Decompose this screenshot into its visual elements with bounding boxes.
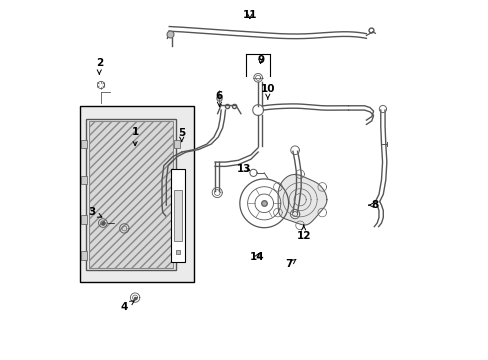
Text: 14: 14 <box>249 252 264 262</box>
Text: 5: 5 <box>178 129 185 141</box>
Text: 7: 7 <box>285 259 295 269</box>
Text: 12: 12 <box>296 225 310 240</box>
Text: 2: 2 <box>96 58 102 74</box>
Text: 3: 3 <box>88 207 102 217</box>
Text: 4: 4 <box>121 301 134 312</box>
Text: 6: 6 <box>215 91 223 107</box>
Bar <box>171 169 184 262</box>
Bar <box>88 121 172 268</box>
Bar <box>81 140 87 148</box>
Bar <box>174 251 180 260</box>
Text: 9: 9 <box>257 55 264 65</box>
Bar <box>81 251 87 260</box>
Bar <box>80 107 194 282</box>
Text: 8: 8 <box>368 200 378 210</box>
Text: 13: 13 <box>237 164 251 174</box>
Text: 10: 10 <box>260 84 274 99</box>
Bar <box>85 119 175 270</box>
Bar <box>174 190 182 241</box>
Bar <box>81 176 87 184</box>
Text: 1: 1 <box>131 127 139 146</box>
Bar <box>174 140 180 148</box>
Bar <box>81 215 87 224</box>
Text: 11: 11 <box>242 10 257 20</box>
Polygon shape <box>278 175 326 225</box>
